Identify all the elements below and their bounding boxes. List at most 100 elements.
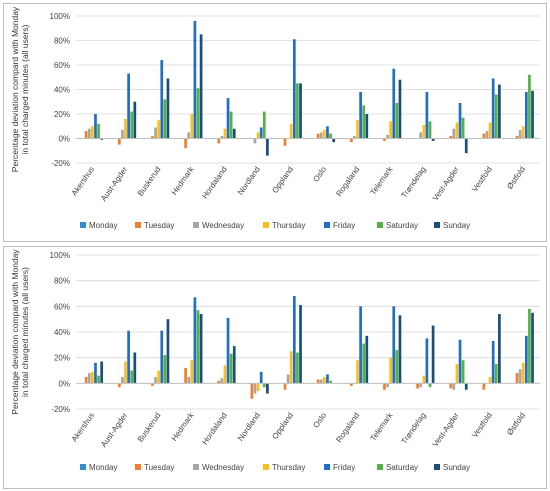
bar-saturday (97, 123, 100, 139)
bar-friday (127, 73, 130, 139)
legend-label-thursday: Thursday (272, 221, 305, 230)
bar-friday (491, 340, 495, 384)
bar-friday (458, 102, 462, 139)
bar-thursday (521, 362, 525, 384)
bar-friday (94, 114, 97, 139)
bar-tuesday (349, 138, 353, 143)
y-tick-label: 40% (54, 86, 70, 95)
y-tick-label: 100% (50, 12, 70, 21)
bar-friday (160, 330, 164, 384)
y-tick-label: 80% (54, 277, 70, 286)
y-tick-label: 0% (58, 379, 70, 388)
bar-saturday (296, 83, 299, 139)
bar-sunday (232, 128, 236, 139)
bar-friday (259, 127, 263, 139)
bar-sunday (232, 346, 236, 384)
panel-border (3, 246, 547, 489)
bar-saturday (163, 99, 167, 139)
y-axis-label: Percentage deviation compard with Monday… (10, 249, 30, 415)
bar-saturday (163, 355, 167, 384)
legend-label-wednesday: Wednesday (202, 221, 244, 230)
bar-thursday (190, 360, 194, 384)
bar-tuesday (84, 376, 88, 384)
bar-sunday (365, 114, 369, 139)
bar-tuesday (184, 367, 187, 384)
bar-tuesday (449, 383, 453, 389)
bar-saturday (329, 133, 332, 139)
bar-saturday (494, 94, 498, 139)
bar-tuesday (117, 138, 121, 145)
bar-thursday (256, 383, 260, 392)
bar-thursday (488, 376, 492, 384)
bar-wednesday (121, 129, 124, 139)
bar-tuesday (515, 373, 519, 384)
legend-label-monday: Monday (89, 221, 117, 230)
panel-border (3, 3, 547, 242)
chart-panel-1: -20% 0% 20% 40% 60% 80% 100% Percentage deviati… (3, 3, 547, 242)
bar-sunday (498, 314, 501, 384)
bar-tuesday (449, 136, 453, 139)
bar-sunday (199, 314, 203, 384)
bar-sunday (266, 383, 269, 394)
legend-swatch-thursday (263, 464, 269, 470)
legend-swatch-monday (80, 222, 86, 228)
y-axis-label: Percentage deviation compard with Monday… (10, 6, 30, 172)
bar-saturday (329, 380, 332, 384)
bar-tuesday (117, 383, 121, 388)
bar-thursday (91, 371, 94, 384)
bar-wednesday (518, 129, 522, 139)
bar-wednesday (154, 376, 157, 384)
bar-saturday (362, 105, 366, 139)
bar-friday (226, 317, 230, 384)
bar-tuesday (316, 379, 320, 384)
bar-friday (359, 306, 362, 384)
bar-sunday (100, 138, 104, 140)
bar-tuesday (283, 383, 287, 390)
legend-swatch-saturday (377, 222, 383, 228)
bar-wednesday (253, 383, 257, 394)
bar-wednesday (319, 132, 323, 139)
bar-thursday (356, 120, 359, 139)
bar-saturday (97, 375, 100, 384)
bar-tuesday (383, 138, 386, 141)
bar-sunday (166, 78, 170, 139)
y-tick-label: 60% (54, 302, 70, 311)
bar-tuesday (515, 136, 519, 139)
bar-friday (326, 126, 329, 139)
bar-tuesday (283, 138, 287, 146)
bar-saturday (130, 111, 134, 139)
bar-sunday (365, 335, 369, 384)
legend-swatch-sunday (434, 222, 440, 228)
bar-friday (94, 362, 97, 384)
bar-saturday (395, 349, 399, 384)
bar-saturday (461, 360, 465, 384)
bar-friday (292, 39, 296, 139)
bar-saturday (395, 102, 399, 139)
bar-wednesday (452, 383, 456, 390)
bar-sunday (398, 315, 402, 384)
bar-sunday (464, 383, 468, 390)
bar-saturday (296, 352, 299, 384)
y-tick-label: 100% (50, 251, 70, 260)
bar-tuesday (482, 383, 486, 390)
legend-swatch-thursday (263, 222, 269, 228)
bar-friday (259, 371, 263, 384)
bar-saturday (229, 111, 233, 139)
bar-saturday (428, 121, 432, 139)
legend-swatch-monday (80, 464, 86, 470)
bar-friday (524, 91, 528, 139)
bar-friday (193, 20, 197, 139)
legend-swatch-tuesday (135, 222, 141, 228)
bar-friday (458, 339, 462, 384)
bar-wednesday (154, 127, 157, 139)
legend-swatch-sunday (434, 464, 440, 470)
legend-label-tuesday: Tuesday (144, 463, 174, 472)
legend-label-friday: Friday (333, 463, 355, 472)
bar-thursday (422, 125, 426, 139)
bar-tuesday (151, 383, 154, 386)
bar-saturday (528, 74, 531, 139)
legend-swatch-friday (324, 464, 330, 470)
bar-sunday (464, 138, 468, 154)
chart-panel-2: -20% 0% 20% 40% 60% 80% 100% Percentage deviati… (3, 246, 547, 489)
